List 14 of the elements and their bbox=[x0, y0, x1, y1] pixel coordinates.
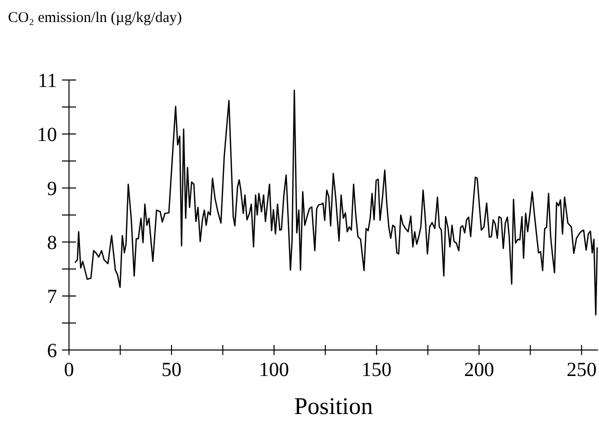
x-tick-label: 50 bbox=[162, 359, 182, 381]
y-tick-label: 8 bbox=[47, 232, 57, 254]
y-tick-label: 11 bbox=[38, 70, 57, 92]
x-axis-title: Position bbox=[294, 394, 373, 420]
y-tick-label: 9 bbox=[47, 178, 57, 200]
y-tick-label: 10 bbox=[37, 124, 57, 146]
x-tick-label: 0 bbox=[64, 359, 74, 381]
x-tick-label: 200 bbox=[464, 359, 494, 381]
x-tick-label: 150 bbox=[362, 359, 392, 381]
x-tick-label: 250 bbox=[566, 359, 597, 381]
y-tick-label: 7 bbox=[47, 286, 57, 308]
chart-title: CO₂ emission/ln (µg/kg/day) bbox=[8, 10, 182, 27]
x-tick-label: 100 bbox=[259, 359, 290, 381]
y-tick-label: 6 bbox=[47, 340, 57, 362]
